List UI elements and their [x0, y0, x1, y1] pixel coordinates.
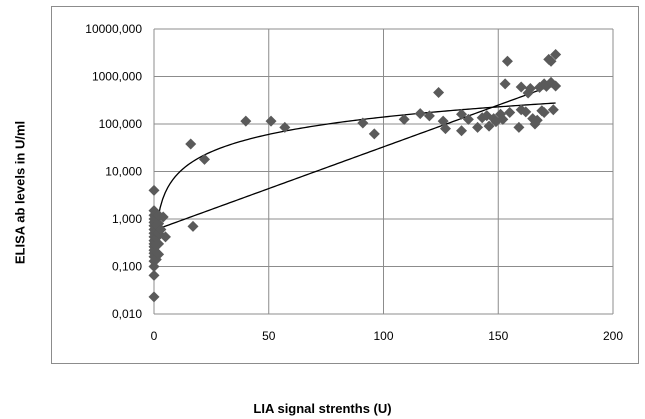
data-point	[185, 138, 197, 150]
y-tick-label: 1,000	[112, 212, 142, 226]
y-tick-label: 0,010	[112, 307, 142, 321]
x-tick-label: 150	[488, 329, 508, 343]
chart-frame	[51, 6, 639, 364]
data-points	[148, 49, 562, 303]
data-point	[414, 108, 426, 120]
y-axis-label: ELISA ab levels in U/ml	[12, 120, 28, 265]
data-point	[545, 55, 557, 67]
data-point	[439, 123, 451, 135]
data-point	[501, 55, 513, 67]
y-tick-label: 10000,000	[85, 22, 142, 36]
trendlines	[153, 83, 556, 250]
x-tick-label: 100	[373, 329, 393, 343]
data-point	[433, 87, 445, 99]
data-point	[472, 121, 484, 133]
x-tick-label: 200	[603, 329, 623, 343]
y-tick-label: 0,100	[112, 260, 142, 274]
data-point	[148, 291, 160, 303]
data-point	[504, 106, 516, 118]
y-tick-label: 10,000	[105, 165, 142, 179]
data-point	[550, 80, 562, 92]
data-point	[148, 269, 160, 281]
data-point	[520, 106, 532, 118]
x-tick-labels: 0 50 100 150 200	[151, 329, 624, 343]
data-point	[198, 153, 210, 165]
grid-lines	[153, 28, 614, 315]
exponential-trendline	[153, 83, 556, 231]
y-tick-labels: 0,010 0,100 1,000 10,000 100,000 1000,000 1000…	[85, 22, 142, 321]
data-point	[456, 125, 468, 137]
data-point	[159, 231, 171, 243]
data-point	[187, 220, 199, 232]
data-point	[531, 114, 543, 126]
data-point	[483, 120, 495, 132]
data-point	[515, 81, 527, 93]
x-tick-label: 50	[262, 329, 276, 343]
data-point	[368, 128, 380, 140]
data-point	[423, 110, 435, 122]
data-point	[279, 121, 291, 133]
data-point	[157, 211, 169, 223]
y-tick-label: 100,000	[99, 117, 143, 131]
data-point	[513, 121, 525, 133]
data-point	[462, 113, 474, 125]
x-axis-label: LIA signal strenths (U)	[253, 401, 392, 416]
data-point	[524, 82, 536, 94]
data-point	[456, 108, 468, 120]
data-point	[398, 113, 410, 125]
logarithmic-trendline	[154, 102, 556, 250]
data-point	[265, 115, 277, 127]
data-point	[155, 224, 167, 236]
data-point	[153, 248, 165, 260]
data-point	[538, 106, 550, 118]
data-point	[148, 184, 160, 196]
data-point	[153, 238, 165, 250]
data-point	[499, 78, 511, 90]
data-point	[547, 104, 559, 116]
y-tick-label: 1000,000	[92, 70, 142, 84]
data-point	[550, 49, 562, 61]
data-point	[497, 113, 509, 125]
data-point	[357, 117, 369, 129]
data-point	[240, 115, 252, 127]
x-tick-label: 0	[151, 329, 158, 343]
